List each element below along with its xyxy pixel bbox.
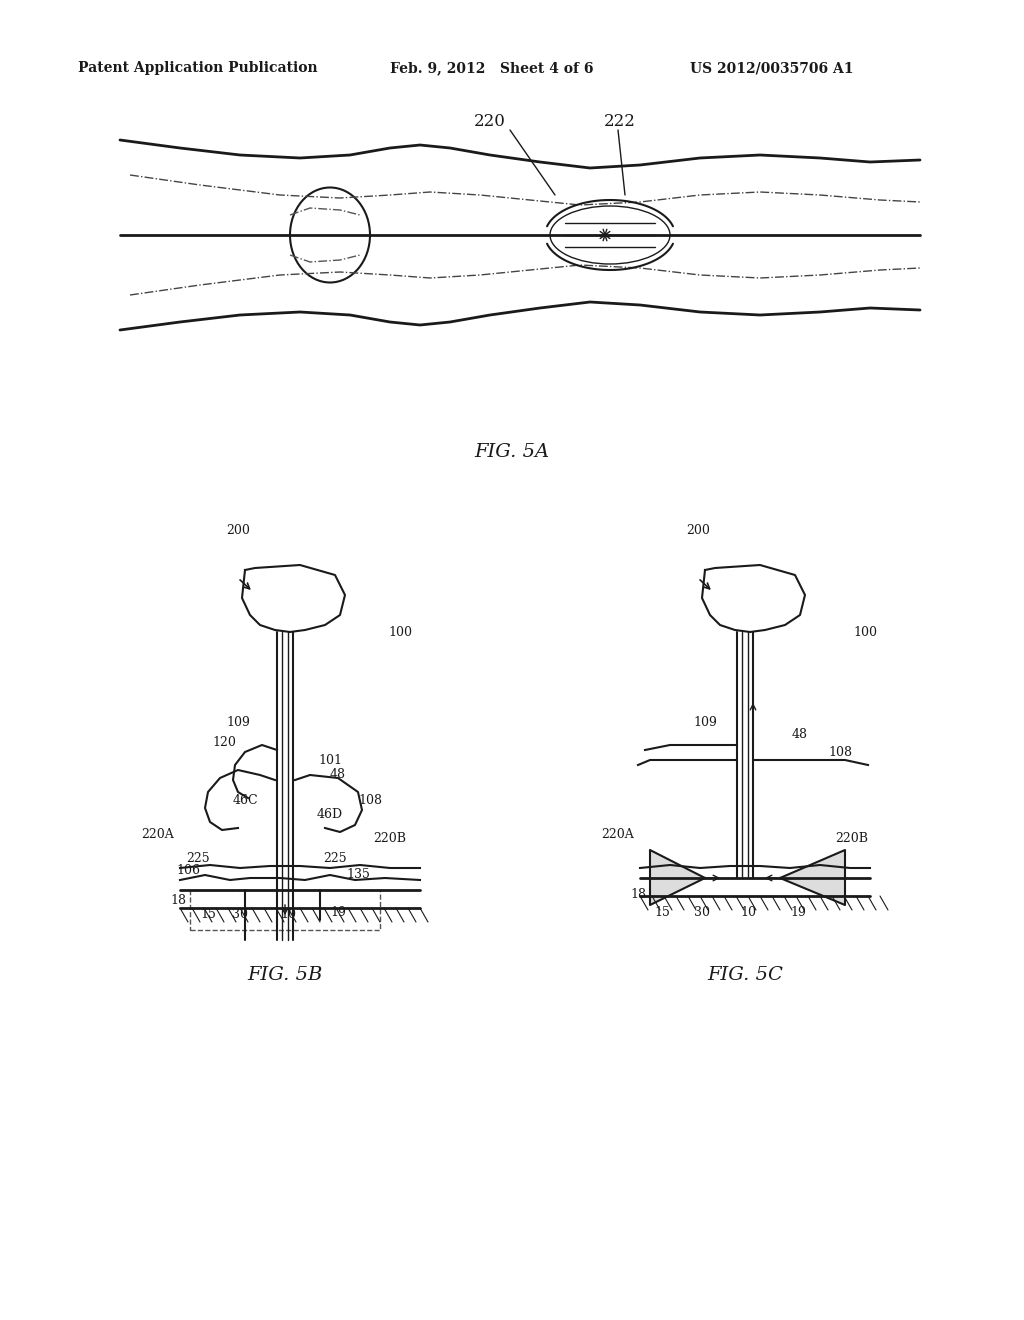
Text: 108: 108 [358,793,382,807]
Text: 48: 48 [792,729,808,742]
Polygon shape [650,850,705,906]
Text: 19: 19 [330,906,346,919]
Text: 48: 48 [330,768,346,781]
Text: 222: 222 [604,114,636,131]
Text: 101: 101 [318,754,342,767]
Text: 135: 135 [346,869,370,882]
Text: 30: 30 [232,908,248,921]
Text: Patent Application Publication: Patent Application Publication [78,61,317,75]
Text: 10: 10 [740,906,756,919]
Polygon shape [780,850,845,906]
Bar [190,890,380,931]
Text: 108: 108 [828,746,852,759]
Text: 120: 120 [212,735,236,748]
Text: 220: 220 [474,114,506,131]
Text: 30: 30 [694,906,710,919]
Text: 220A: 220A [141,829,174,842]
Text: FIG. 5A: FIG. 5A [474,444,550,461]
Text: 19: 19 [791,906,806,919]
Text: 106: 106 [176,863,200,876]
Text: 225: 225 [324,851,347,865]
Text: 10: 10 [280,908,296,921]
Text: 225: 225 [186,851,210,865]
Text: 100: 100 [388,626,412,639]
Text: FIG. 5B: FIG. 5B [248,966,323,983]
Text: 200: 200 [686,524,710,536]
Text: 46D: 46D [317,808,343,821]
Text: Feb. 9, 2012   Sheet 4 of 6: Feb. 9, 2012 Sheet 4 of 6 [390,61,594,75]
Text: 109: 109 [693,715,717,729]
Text: 18: 18 [170,894,186,907]
Text: 220B: 220B [374,832,407,845]
Text: FIG. 5C: FIG. 5C [707,966,783,983]
Text: 220B: 220B [836,832,868,845]
Text: 46C: 46C [232,793,258,807]
Text: 15: 15 [200,908,216,921]
Text: 18: 18 [630,888,646,902]
Text: 220A: 220A [602,829,635,842]
Text: 109: 109 [226,715,250,729]
Text: 15: 15 [654,906,670,919]
Text: US 2012/0035706 A1: US 2012/0035706 A1 [690,61,853,75]
Text: 100: 100 [853,626,877,639]
Text: 200: 200 [226,524,250,536]
